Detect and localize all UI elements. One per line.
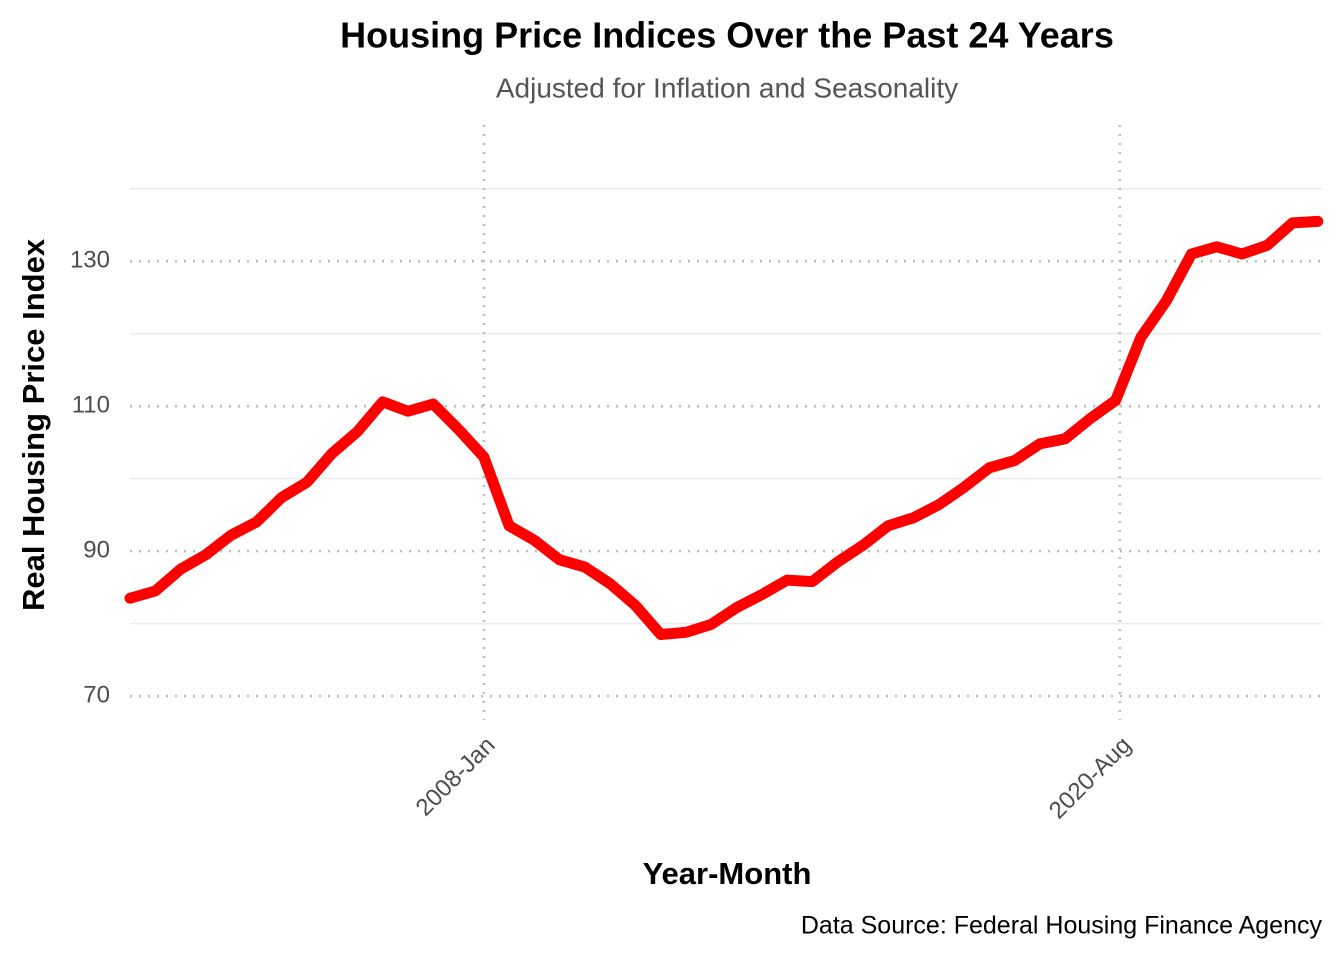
grid: [130, 125, 1322, 720]
chart-title: Housing Price Indices Over the Past 24 Y…: [340, 15, 1114, 56]
data-line: [124, 215, 1324, 640]
y-axis-title: Real Housing Price Index: [16, 238, 51, 611]
x-axis-title: Year-Month: [643, 856, 812, 891]
plot: [124, 215, 1324, 640]
caption: Data Source: Federal Housing Finance Age…: [801, 912, 1323, 940]
chart-subtitle: Adjusted for Inflation and Seasonality: [496, 72, 958, 103]
y-tick-label: 90: [83, 536, 110, 563]
x-tick-label: 2020-Aug: [1044, 732, 1137, 825]
y-tick-label: 110: [72, 392, 110, 419]
x-tick-label: 2008-Jan: [411, 732, 501, 822]
y-tick-label: 130: [70, 247, 110, 274]
y-tick-label: 70: [83, 681, 110, 708]
